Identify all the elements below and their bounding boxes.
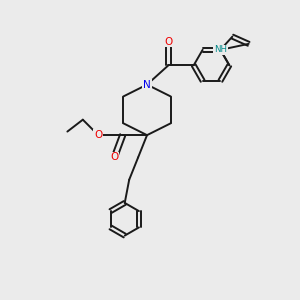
- Text: O: O: [94, 130, 102, 140]
- Text: O: O: [164, 37, 172, 46]
- Text: NH: NH: [214, 45, 227, 54]
- Text: N: N: [143, 80, 151, 90]
- Text: O: O: [110, 152, 118, 162]
